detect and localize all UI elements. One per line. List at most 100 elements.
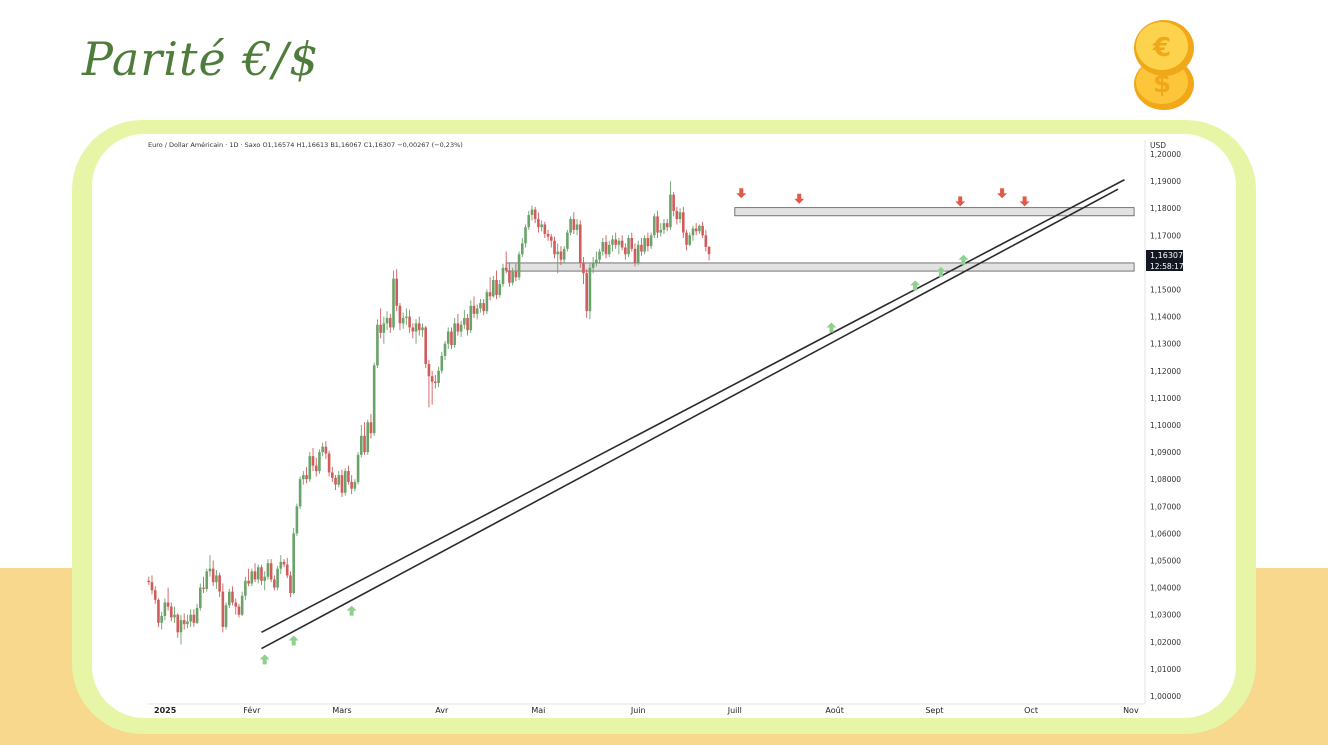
candle-body	[250, 571, 254, 584]
candle-body	[285, 564, 289, 576]
candle-body	[595, 259, 598, 263]
candle-body	[424, 327, 427, 365]
candle-body	[688, 235, 692, 245]
candle-body	[701, 225, 704, 236]
candle-body	[585, 273, 588, 312]
candle-body	[363, 435, 366, 453]
svg-text:€: €	[1152, 33, 1171, 63]
candle-body	[430, 376, 434, 382]
candle-body	[276, 568, 279, 588]
candle-body	[334, 477, 337, 485]
candle-body	[646, 238, 650, 247]
trendline	[261, 179, 1125, 634]
y-tick-label: 1,04000	[1150, 584, 1181, 593]
candle-body	[604, 242, 608, 255]
candle-body	[527, 214, 531, 228]
candle-body	[540, 224, 543, 228]
candle-body	[253, 571, 257, 580]
y-tick-label: 1,08000	[1150, 475, 1181, 484]
candle-body	[147, 580, 151, 583]
x-tick-label: Nov	[1123, 706, 1139, 715]
candle-body	[662, 223, 666, 230]
candle-body	[269, 563, 273, 580]
candle-body	[311, 456, 315, 466]
y-tick-label: 1,00000	[1150, 692, 1181, 701]
candle-body	[546, 233, 550, 237]
candle-body	[157, 599, 160, 623]
candle-body	[521, 243, 524, 255]
y-tick-label: 1,13000	[1150, 340, 1181, 349]
candle-body	[182, 620, 186, 625]
candle-body	[640, 244, 643, 252]
candle-body	[179, 620, 183, 633]
candle-body	[308, 456, 312, 480]
candle-body	[192, 614, 196, 623]
candle-body	[450, 331, 453, 346]
down-arrow-icon	[736, 188, 747, 199]
candle-body	[504, 267, 508, 271]
candle-body	[508, 270, 511, 283]
up-arrow-icon	[346, 605, 357, 616]
candle-body	[302, 475, 305, 480]
up-arrow-icon	[958, 254, 969, 265]
candle-body	[153, 590, 157, 600]
candle-body	[343, 471, 347, 493]
candle-body	[659, 229, 663, 233]
candle-body	[479, 303, 482, 309]
candle-body	[244, 580, 247, 596]
candle-body	[492, 280, 495, 297]
candle-body	[211, 568, 215, 583]
candle-body	[256, 567, 260, 580]
candle-body	[669, 194, 672, 228]
candle-body	[337, 475, 341, 485]
x-tick-label: Sept	[925, 706, 943, 715]
candle-body	[314, 465, 318, 472]
candle-body	[456, 323, 460, 332]
y-tick-label: 1,06000	[1150, 529, 1181, 538]
y-tick-label: 1,15000	[1150, 286, 1181, 295]
candle-body	[533, 209, 537, 220]
candle-body	[617, 240, 621, 245]
candle-body	[611, 239, 614, 245]
candle-body	[186, 621, 189, 625]
candle-body	[160, 616, 163, 623]
resistance-zone	[734, 207, 1135, 217]
x-tick-label: Avr	[435, 706, 449, 715]
candle-body	[656, 216, 659, 233]
candle-body	[327, 453, 331, 473]
candle-body	[475, 308, 479, 314]
candle-body	[405, 316, 408, 318]
candle-body	[221, 591, 225, 627]
candle-body	[382, 323, 386, 333]
y-tick-label: 1,05000	[1150, 557, 1181, 566]
candle-body	[231, 591, 234, 603]
y-tick-label: 1,17000	[1150, 231, 1181, 240]
candle-body	[150, 582, 154, 591]
candle-body	[173, 614, 176, 618]
up-arrow-icon	[288, 635, 299, 646]
candle-body	[498, 284, 502, 295]
candle-body	[524, 227, 527, 244]
candle-body	[347, 471, 350, 482]
candle-body	[263, 576, 266, 581]
x-tick-label: Août	[825, 706, 843, 715]
candle-body	[582, 262, 585, 274]
x-tick-label: Févr	[243, 705, 261, 715]
down-arrow-icon	[1019, 196, 1030, 207]
candle-body	[543, 224, 547, 234]
x-tick-label: Oct	[1024, 706, 1038, 715]
candle-body	[215, 575, 218, 583]
y-tick-label: 1,09000	[1150, 448, 1181, 457]
candle-body	[237, 606, 241, 615]
countdown: 12:58:17	[1150, 262, 1184, 271]
candle-body	[163, 602, 167, 617]
candle-body	[234, 602, 238, 607]
candle-body	[331, 472, 334, 478]
candle-body	[356, 454, 360, 482]
candle-body	[698, 225, 701, 232]
candle-body	[665, 223, 669, 228]
candle-body	[566, 232, 569, 249]
candle-body	[224, 605, 228, 627]
up-arrow-icon	[826, 322, 837, 333]
candlestick-chart: Euro / Dollar Américain · 1D · Saxo O1,1…	[147, 140, 1184, 715]
